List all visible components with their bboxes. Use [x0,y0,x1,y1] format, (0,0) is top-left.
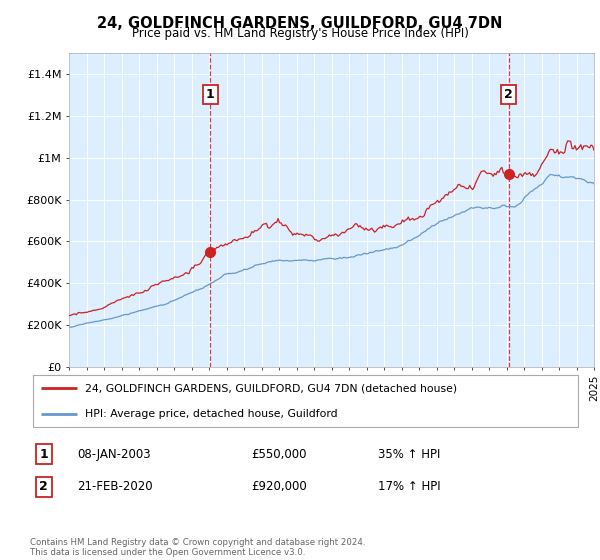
Text: 21-FEB-2020: 21-FEB-2020 [77,480,152,493]
Text: Price paid vs. HM Land Registry's House Price Index (HPI): Price paid vs. HM Land Registry's House … [131,27,469,40]
Text: 2: 2 [504,88,513,101]
Text: 24, GOLDFINCH GARDENS, GUILDFORD, GU4 7DN: 24, GOLDFINCH GARDENS, GUILDFORD, GU4 7D… [97,16,503,31]
Text: £920,000: £920,000 [251,480,307,493]
Text: 1: 1 [40,447,48,461]
Text: £550,000: £550,000 [251,447,307,461]
Text: 35% ↑ HPI: 35% ↑ HPI [378,447,440,461]
Text: 08-JAN-2003: 08-JAN-2003 [77,447,151,461]
Text: 1: 1 [206,88,215,101]
Text: 2: 2 [40,480,48,493]
Text: Contains HM Land Registry data © Crown copyright and database right 2024.
This d: Contains HM Land Registry data © Crown c… [30,538,365,557]
Text: HPI: Average price, detached house, Guildford: HPI: Average price, detached house, Guil… [85,409,338,418]
Text: 17% ↑ HPI: 17% ↑ HPI [378,480,440,493]
FancyBboxPatch shape [33,375,578,427]
Text: 24, GOLDFINCH GARDENS, GUILDFORD, GU4 7DN (detached house): 24, GOLDFINCH GARDENS, GUILDFORD, GU4 7D… [85,384,457,393]
